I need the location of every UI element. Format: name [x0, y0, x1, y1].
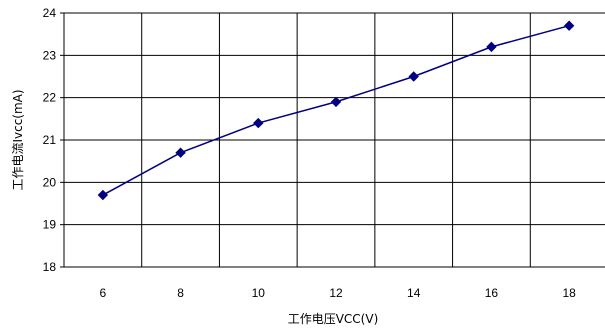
data-point: [97, 189, 109, 201]
data-point: [563, 20, 575, 31]
y-tick-label: 19: [43, 218, 57, 232]
y-tick-label: 18: [43, 260, 57, 274]
x-tick-label: 6: [100, 286, 107, 300]
data-point: [253, 117, 264, 129]
x-axis-title: 工作电压VCC(V): [288, 312, 379, 326]
y-axis: 18 19 20 21 22 23 24: [43, 6, 64, 274]
x-tick-label: 10: [252, 286, 266, 300]
y-axis-title: 工作电流Ivcc(mA): [11, 89, 25, 190]
y-tick-label: 23: [43, 48, 57, 62]
y-tick-label: 22: [43, 91, 57, 105]
x-tick-label: 18: [562, 286, 576, 300]
y-tick-label: 21: [43, 133, 57, 147]
data-point: [486, 41, 497, 53]
x-tick-label: 12: [329, 286, 343, 300]
y-tick-label: 20: [43, 175, 57, 189]
series-markers: [97, 20, 575, 201]
x-tick-label: 16: [485, 286, 499, 300]
x-axis: 6 8 10 12 14 16 18: [100, 286, 577, 300]
data-point: [330, 96, 342, 108]
data-point: [408, 71, 419, 82]
data-point: [175, 147, 186, 158]
x-tick-label: 8: [177, 286, 184, 300]
y-tick-label: 24: [43, 6, 57, 20]
x-tick-label: 14: [407, 286, 421, 300]
